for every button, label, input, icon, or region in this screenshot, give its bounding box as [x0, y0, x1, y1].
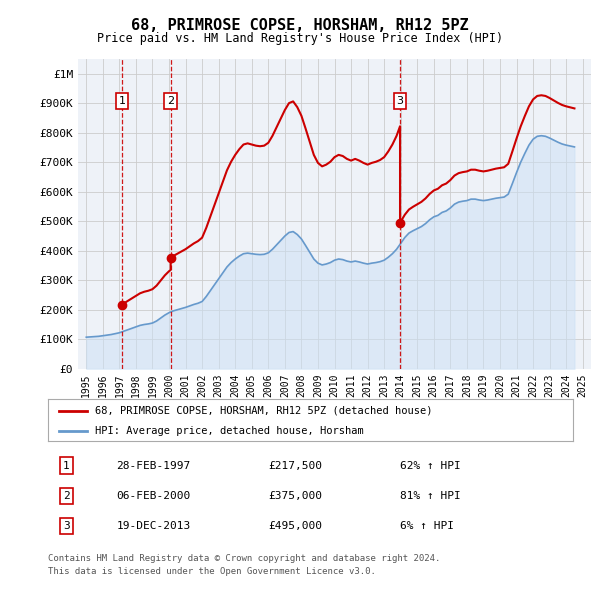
Text: 68, PRIMROSE COPSE, HORSHAM, RH12 5PZ: 68, PRIMROSE COPSE, HORSHAM, RH12 5PZ	[131, 18, 469, 33]
Text: 62% ↑ HPI: 62% ↑ HPI	[400, 461, 461, 471]
Text: Contains HM Land Registry data © Crown copyright and database right 2024.: Contains HM Land Registry data © Crown c…	[48, 553, 440, 563]
Text: 1: 1	[118, 96, 125, 106]
Text: 1: 1	[63, 461, 70, 471]
Text: £495,000: £495,000	[269, 521, 323, 531]
Text: 81% ↑ HPI: 81% ↑ HPI	[400, 491, 461, 501]
Text: Price paid vs. HM Land Registry's House Price Index (HPI): Price paid vs. HM Land Registry's House …	[97, 32, 503, 45]
Text: HPI: Average price, detached house, Horsham: HPI: Average price, detached house, Hors…	[95, 426, 364, 435]
Text: £375,000: £375,000	[269, 491, 323, 501]
Text: This data is licensed under the Open Government Licence v3.0.: This data is licensed under the Open Gov…	[48, 566, 376, 576]
Text: 28-FEB-1997: 28-FEB-1997	[116, 461, 191, 471]
Text: 2: 2	[167, 96, 174, 106]
Text: 68, PRIMROSE COPSE, HORSHAM, RH12 5PZ (detached house): 68, PRIMROSE COPSE, HORSHAM, RH12 5PZ (d…	[95, 406, 433, 416]
Text: 2: 2	[63, 491, 70, 501]
Text: 3: 3	[397, 96, 404, 106]
Text: £217,500: £217,500	[269, 461, 323, 471]
Text: 6% ↑ HPI: 6% ↑ HPI	[400, 521, 454, 531]
Text: 06-FEB-2000: 06-FEB-2000	[116, 491, 191, 501]
Text: 3: 3	[63, 521, 70, 531]
Text: 19-DEC-2013: 19-DEC-2013	[116, 521, 191, 531]
